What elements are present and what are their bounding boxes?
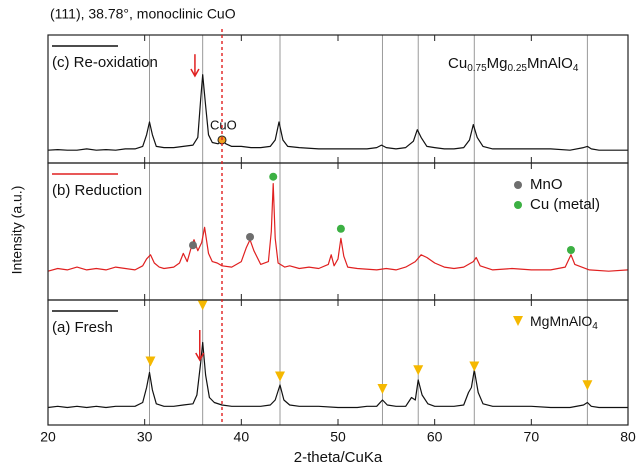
triangle-marker <box>145 356 156 367</box>
legend-label: MgMnAlO4 <box>530 313 598 332</box>
spectrum-line <box>47 341 628 409</box>
triangle-marker <box>377 384 388 394</box>
panel-label: (b) Reduction <box>52 182 142 199</box>
spectrum-line <box>47 74 628 151</box>
compound-label-part: Cu <box>448 55 467 72</box>
triangle-marker <box>582 380 593 391</box>
x-axis-label: 2-theta/CuKa <box>294 449 383 466</box>
y-axis-label: Intensity (a.u.) <box>9 186 25 275</box>
legend-label: MnO <box>530 176 563 193</box>
compound-label-part: 0.25 <box>508 63 528 74</box>
arrow-head <box>195 352 205 362</box>
circle-marker <box>246 232 255 241</box>
triangle-marker <box>197 300 208 311</box>
triangle-marker <box>513 316 523 326</box>
triangle-marker <box>413 365 424 376</box>
compound-label: Cu0.75Mg0.25MnAlO4 <box>448 55 579 74</box>
circle-marker <box>514 181 522 189</box>
x-tick-label: 70 <box>524 429 540 445</box>
x-tick-label: 40 <box>234 429 250 445</box>
marker-label: CuO <box>210 117 237 132</box>
x-tick-label: 50 <box>330 429 346 445</box>
circle-marker <box>189 241 197 250</box>
compound-label-part: Mg <box>487 55 508 72</box>
legend-label-part: 4 <box>592 321 598 332</box>
chart-title: (111), 38.78°, monoclinic CuO <box>50 6 236 22</box>
triangle-marker <box>275 371 285 382</box>
circle-marker <box>566 245 575 254</box>
compound-label-part: 0.75 <box>467 63 487 74</box>
x-tick-label: 60 <box>427 429 443 445</box>
panel-label: (c) Re-oxidation <box>52 54 158 71</box>
panel-label: (a) Fresh <box>52 319 113 336</box>
arrow-head <box>190 68 200 78</box>
panel-frame <box>47 299 629 426</box>
circle-marker <box>336 224 345 233</box>
x-tick-label: 80 <box>620 429 636 445</box>
circle-marker <box>269 172 278 181</box>
legend-label-part: MgMnAlO <box>530 313 592 329</box>
legend-label: Cu (metal) <box>530 196 600 213</box>
circle-marker <box>514 201 522 209</box>
compound-label-part: MnAlO <box>527 55 573 72</box>
x-tick-label: 20 <box>40 429 56 445</box>
spectrum-line <box>47 183 629 272</box>
x-tick-label: 30 <box>137 429 153 445</box>
triangle-marker <box>469 361 480 372</box>
compound-label-part: 4 <box>573 63 579 74</box>
